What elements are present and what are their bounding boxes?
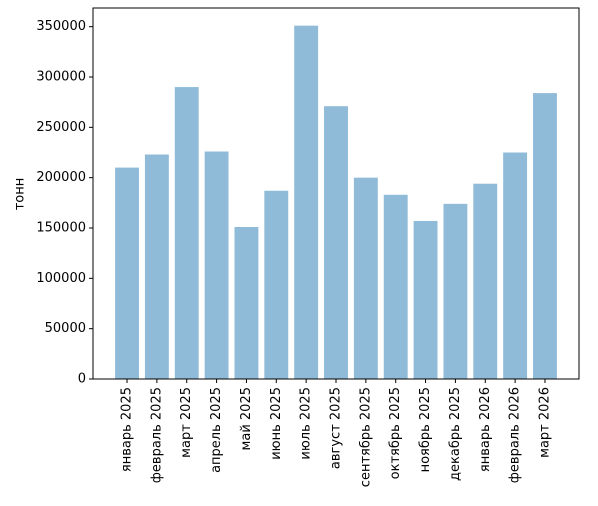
bar — [264, 190, 289, 379]
x-tick-label: сентябрь 2025 — [358, 387, 373, 487]
y-tick-label: 200000 — [36, 170, 86, 185]
bar — [115, 167, 139, 379]
x-tick-label: декабрь 2025 — [448, 387, 463, 481]
y-tick-label: 100000 — [36, 271, 86, 286]
bar — [174, 87, 199, 379]
plot-frame — [92, 7, 580, 380]
bar — [294, 25, 319, 380]
bar — [413, 220, 438, 379]
x-tick-label: январь 2025 — [120, 387, 135, 472]
x-tick-label: октябрь 2025 — [388, 387, 403, 479]
y-tick-label: 250000 — [36, 120, 86, 135]
x-tick-label: апрель 2025 — [209, 387, 224, 473]
y-tick-label: 50000 — [45, 321, 86, 336]
bar — [473, 183, 498, 379]
x-tick-label: март 2025 — [179, 387, 194, 458]
y-tick-label: 150000 — [36, 221, 86, 236]
bar — [533, 93, 557, 379]
x-tick-label: март 2026 — [537, 387, 552, 458]
x-tick-label: ноябрь 2025 — [418, 387, 433, 472]
bar — [503, 152, 528, 379]
y-axis-label: тонн — [13, 178, 28, 211]
bar — [443, 203, 468, 379]
x-tick-label: июль 2025 — [299, 387, 314, 460]
bar — [324, 106, 348, 379]
x-tick-label: февраль 2026 — [508, 387, 523, 483]
y-tick-label: 350000 — [36, 19, 86, 34]
x-tick-label: февраль 2025 — [149, 387, 164, 483]
bar — [383, 194, 408, 379]
bar — [204, 151, 229, 379]
y-tick-label: 0 — [78, 372, 86, 387]
x-tick-label: август 2025 — [329, 387, 344, 469]
bar — [234, 226, 259, 379]
x-tick-label: июнь 2025 — [269, 387, 284, 460]
bar — [353, 177, 378, 379]
bar — [144, 154, 169, 379]
y-tick-label: 300000 — [36, 70, 86, 85]
x-tick-label: май 2025 — [239, 387, 254, 450]
x-tick-label: январь 2026 — [478, 387, 493, 472]
